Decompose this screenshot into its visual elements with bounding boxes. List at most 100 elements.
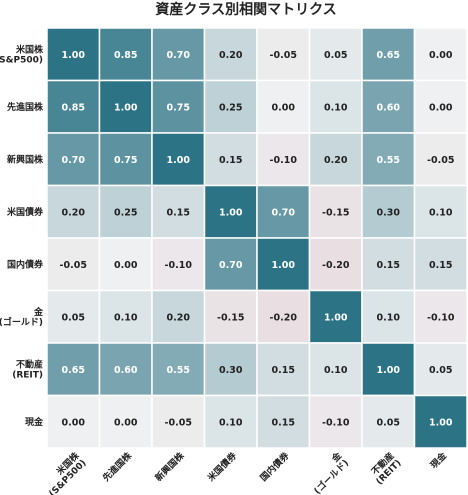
heatmap-cell bbox=[413, 132, 468, 187]
row-label: 現金 bbox=[25, 416, 44, 428]
cell-value-label: 0.00 bbox=[429, 102, 453, 113]
heatmap-cell bbox=[151, 184, 206, 239]
heatmap-cell bbox=[361, 132, 416, 187]
heatmap-cell bbox=[308, 27, 363, 82]
cell-value-label: 0.75 bbox=[114, 155, 137, 166]
cell-value-label: 0.85 bbox=[114, 50, 137, 61]
cell-value-label: 1.00 bbox=[429, 417, 453, 428]
cell-value-label: 0.00 bbox=[114, 260, 138, 271]
cell-value-label: 0.20 bbox=[324, 155, 348, 166]
cell-value-label: 0.20 bbox=[62, 207, 86, 218]
cell-value-label: -0.15 bbox=[322, 207, 349, 218]
heatmap-cell bbox=[308, 79, 363, 134]
cell-value-label: -0.05 bbox=[60, 260, 87, 271]
heatmap-cell bbox=[308, 394, 363, 449]
heatmap-cell bbox=[203, 394, 258, 449]
cell-value-label: 0.00 bbox=[272, 102, 296, 113]
heatmap-cell bbox=[256, 237, 311, 292]
cell-value-label: 0.15 bbox=[377, 260, 400, 271]
heatmap-cells: 1.00 0.85 0.70 0.20 -0.05 0.05 0.65 0.00 0.85 1.0… bbox=[46, 27, 468, 449]
cell-value-label: 0.10 bbox=[219, 417, 243, 428]
heatmap-cell bbox=[256, 394, 311, 449]
column-label: 米国株(S&P500) bbox=[48, 449, 89, 495]
cell-value-label: 0.70 bbox=[219, 260, 243, 271]
row-label: 金(ゴールド) bbox=[0, 306, 44, 328]
cell-value-label: 0.00 bbox=[62, 417, 86, 428]
cell-value-label: 0.85 bbox=[62, 102, 85, 113]
cell-value-label: -0.05 bbox=[270, 50, 297, 61]
cell-value-label: 0.30 bbox=[219, 365, 243, 376]
heatmap-cell bbox=[98, 132, 153, 187]
heatmap-cell bbox=[308, 132, 363, 187]
svg-text:金(ゴールド): 金(ゴールド) bbox=[304, 449, 352, 495]
cell-value-label: 1.00 bbox=[62, 50, 86, 61]
heatmap-cell bbox=[361, 342, 416, 397]
column-labels: 米国株(S&P500) 先進国株 新興国株 米国債券 国内債券 金(ゴールド) 不動産(RE… bbox=[48, 449, 450, 495]
cell-value-label: 0.15 bbox=[167, 207, 190, 218]
cell-value-label: 1.00 bbox=[272, 260, 296, 271]
cell-value-label: -0.20 bbox=[322, 260, 350, 271]
cell-value-label: 0.15 bbox=[272, 365, 295, 376]
row-label: 国内債券 bbox=[7, 258, 44, 270]
heatmap-cell bbox=[151, 132, 206, 187]
heatmap-cell bbox=[46, 394, 101, 449]
heatmap-cell bbox=[413, 79, 468, 134]
cell-value-label: 0.10 bbox=[114, 312, 138, 323]
cell-value-label: 0.70 bbox=[167, 50, 191, 61]
heatmap-cell bbox=[256, 289, 311, 344]
heatmap-cell bbox=[413, 394, 468, 449]
row-label: 米国株(S&P500) bbox=[0, 43, 44, 65]
cell-value-label: -0.10 bbox=[270, 155, 298, 166]
cell-value-label: 1.00 bbox=[167, 155, 191, 166]
row-label: 不動産(REIT) bbox=[12, 358, 43, 380]
heatmap-cell bbox=[46, 132, 101, 187]
column-label: 先進国株 bbox=[100, 449, 135, 484]
heatmap-cell bbox=[46, 342, 101, 397]
heatmap-cell bbox=[361, 289, 416, 344]
cell-value-label: -0.10 bbox=[322, 417, 350, 428]
heatmap-cell bbox=[98, 289, 153, 344]
cell-value-label: 0.70 bbox=[62, 155, 86, 166]
heatmap-cell bbox=[256, 184, 311, 239]
row-label: 米国債券 bbox=[6, 206, 44, 218]
heatmap-cell bbox=[308, 289, 363, 344]
cell-value-label: 0.30 bbox=[377, 207, 401, 218]
cell-value-label: 0.05 bbox=[377, 417, 400, 428]
heatmap-cell bbox=[98, 27, 153, 82]
cell-value-label: -0.10 bbox=[165, 260, 193, 271]
svg-text:不動産(REIT): 不動産(REIT) bbox=[366, 450, 403, 487]
column-label: 新興国株 bbox=[153, 449, 188, 484]
cell-value-label: 0.15 bbox=[219, 155, 242, 166]
heatmap-cell bbox=[361, 184, 416, 239]
cell-value-label: 0.10 bbox=[429, 207, 453, 218]
row-label: 新興国株 bbox=[7, 153, 44, 165]
cell-value-label: 0.05 bbox=[62, 312, 85, 323]
chart-title: 資産クラス別相関マトリクス bbox=[155, 1, 336, 18]
column-label: 米国債券 bbox=[204, 449, 239, 484]
svg-text:米国債券: 米国債券 bbox=[204, 449, 239, 484]
cell-value-label: 0.10 bbox=[324, 365, 348, 376]
row-label: 先進国株 bbox=[7, 101, 44, 113]
cell-value-label: 0.25 bbox=[219, 102, 242, 113]
cell-value-label: 0.00 bbox=[114, 417, 138, 428]
cell-value-label: 0.15 bbox=[429, 260, 452, 271]
cell-value-label: 0.55 bbox=[167, 365, 190, 376]
cell-value-label: 0.70 bbox=[272, 207, 296, 218]
cell-value-label: 0.60 bbox=[114, 365, 138, 376]
column-label: 国内債券 bbox=[258, 449, 293, 484]
cell-value-label: -0.15 bbox=[217, 312, 244, 323]
cell-value-label: 0.20 bbox=[167, 312, 191, 323]
heatmap-cell bbox=[256, 132, 311, 187]
column-label: 現金 bbox=[428, 449, 450, 471]
column-label: 金(ゴールド) bbox=[304, 449, 352, 495]
cell-value-label: 0.55 bbox=[377, 155, 400, 166]
cell-value-label: 0.10 bbox=[324, 102, 348, 113]
cell-value-label: 1.00 bbox=[114, 102, 138, 113]
cell-value-label: 1.00 bbox=[219, 207, 243, 218]
cell-value-label: -0.05 bbox=[165, 417, 192, 428]
cell-value-label: -0.20 bbox=[270, 312, 298, 323]
heatmap-cell bbox=[308, 342, 363, 397]
svg-text:現金: 現金 bbox=[428, 449, 450, 471]
